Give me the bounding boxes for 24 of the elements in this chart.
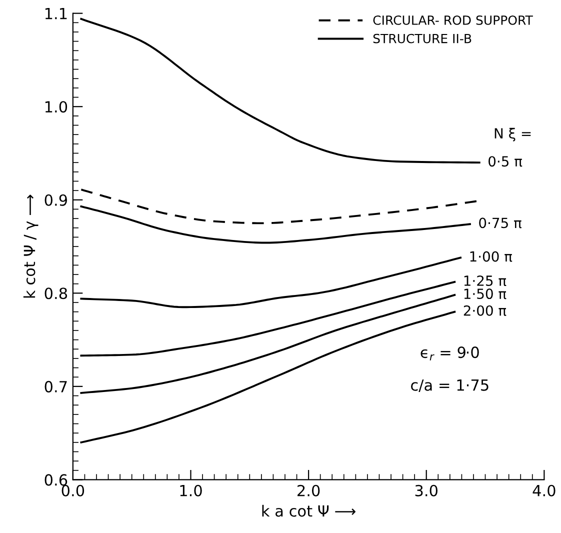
series-label: 0·75 π — [479, 218, 522, 228]
x-tick-label: 1.0 — [180, 484, 202, 496]
series-label: 2·00 π — [464, 305, 506, 316]
annotation: ϵ$_{r}$ = 9·0 — [420, 346, 479, 360]
y-tick-label: 0.9 — [44, 194, 67, 206]
x-tick-label: 4.0 — [532, 484, 556, 496]
y-tick-label: 0.7 — [44, 380, 67, 392]
y-tick-label: 1.1 — [45, 8, 67, 20]
x-tick-label: 2.0 — [298, 484, 320, 496]
x-tick-label: 3.0 — [415, 484, 438, 496]
annotation: N ξ = — [494, 128, 531, 142]
annotation: c/a = 1·75 — [411, 380, 488, 392]
series-label: 1·00 π — [470, 251, 512, 262]
y-tick-label: 0.6 — [44, 474, 68, 486]
series-label: 1·25 π — [464, 275, 506, 286]
series-label: 0·5 π — [488, 156, 522, 167]
x-axis-title: k a cot Ψ ⟶ — [262, 504, 356, 517]
y-axis-title: k cot Ψ / γ ⟶ — [23, 194, 38, 298]
y-tick-label: 0.8 — [44, 288, 68, 300]
x-tick-label: 0.0 — [62, 484, 84, 496]
series-label: 1·50 π — [464, 288, 506, 300]
legend-label: CIRCULAR- ROD SUPPORT — [373, 15, 533, 25]
annotation: STRUCTURE II-B — [373, 34, 472, 44]
y-tick-label: 1.0 — [45, 101, 68, 113]
